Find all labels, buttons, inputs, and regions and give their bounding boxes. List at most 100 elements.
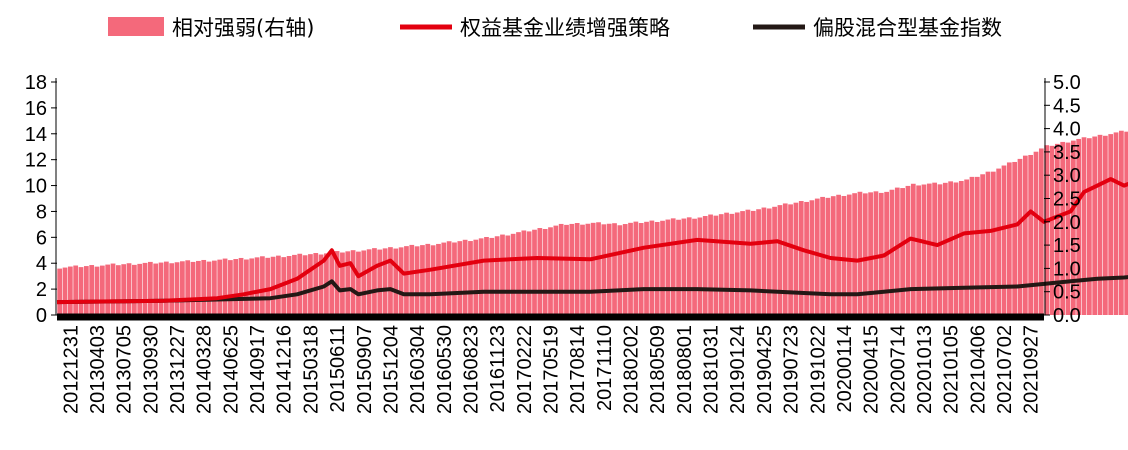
x-tick-label: 20190723: [781, 325, 803, 414]
y-left-tick-label: 0: [36, 305, 47, 327]
relative-strength-bar: [484, 236, 489, 315]
relative-strength-bar: [862, 193, 868, 315]
relative-strength-bar: [473, 239, 479, 315]
relative-strength-bar: [836, 194, 841, 315]
relative-strength-bar: [340, 252, 345, 315]
x-tick-label: 20200415: [861, 325, 883, 414]
relative-strength-bar: [910, 183, 916, 315]
relative-strength-bar: [468, 241, 473, 315]
legend: 相对强弱(右轴) 权益基金业绩增强策略 偏股混合型基金指数: [108, 16, 1002, 40]
y-right-tick-label: 3.5: [1053, 142, 1081, 164]
relative-strength-bar: [900, 188, 905, 315]
relative-strength-bar: [505, 235, 511, 315]
relative-strength-bar: [446, 241, 452, 315]
relative-strength-bar: [425, 243, 431, 315]
relative-strength-bar: [228, 260, 233, 315]
relative-strength-bar: [190, 261, 196, 315]
x-tick-label: 20161123: [487, 325, 509, 413]
relative-strength-bar: [1044, 145, 1050, 315]
relative-strength-bar: [878, 192, 884, 315]
y-right-tick-label: 2.5: [1053, 189, 1081, 211]
relative-strength-bar: [750, 210, 756, 315]
x-tick-label: 20141216: [274, 325, 296, 414]
relative-strength-bar: [265, 257, 271, 315]
relative-strength-bar: [409, 244, 415, 315]
x-tick-label: 20170519: [541, 325, 563, 414]
relative-strength-bar: [286, 256, 292, 315]
x-tick-label: 20171110: [594, 325, 616, 411]
relative-strength-bar: [628, 222, 633, 315]
relative-strength-bar: [985, 171, 991, 315]
relative-strength-bar: [718, 214, 724, 315]
relative-strength-bar: [377, 249, 383, 315]
relative-strength-bar: [585, 223, 591, 315]
relative-strength-bar: [830, 196, 836, 315]
relative-strength-bar: [953, 182, 959, 315]
relative-strength-bar: [1118, 130, 1124, 315]
relative-strength-bar: [1076, 138, 1082, 315]
relative-strength-bar: [1086, 138, 1092, 315]
relative-strength-bar: [740, 211, 745, 315]
relative-strength-bar: [516, 232, 521, 315]
relative-strength-bar: [430, 245, 436, 315]
relative-strength-bar: [148, 261, 153, 315]
relative-strength-bar: [478, 238, 484, 315]
relative-strength-bar: [942, 182, 948, 315]
relative-strength-bar: [788, 204, 793, 315]
relative-strength-bar: [1060, 141, 1066, 315]
relative-strength-bar: [729, 213, 735, 315]
strategy-line: [56, 177, 1128, 305]
relative-strength-bar: [414, 246, 420, 315]
relative-strength-bar: [99, 265, 105, 315]
relative-strength-bar: [185, 260, 191, 315]
relative-strength-bar: [62, 267, 68, 315]
relative-strength-bar: [67, 266, 73, 315]
x-tick-label: 20210406: [967, 325, 989, 414]
relative-strength-bar: [1070, 140, 1076, 315]
y-right-tick-label: 5.0: [1053, 72, 1081, 94]
relative-strength-bar: [782, 203, 788, 315]
relative-strength-bar: [612, 223, 617, 315]
relative-strength-bar: [793, 202, 799, 315]
relative-strength-bar: [1108, 134, 1114, 315]
y-right-tick-label: 2.0: [1053, 212, 1081, 234]
y-right-tick-label: 1.5: [1053, 235, 1081, 257]
relative-strength-bar: [713, 215, 719, 315]
x-tick-label: 20180509: [647, 325, 669, 414]
relative-strength-bar: [238, 257, 244, 315]
relative-strength-bar: [580, 224, 585, 315]
relative-strength-bar: [521, 230, 527, 315]
relative-strength-bar: [761, 207, 767, 315]
relative-strength-bar: [846, 194, 852, 315]
relative-strength-bar: [153, 263, 159, 315]
y-right-tick-label: 0.0: [1053, 305, 1081, 327]
relative-strength-bar: [686, 217, 692, 315]
relative-strength-bar: [756, 209, 761, 315]
relative-strength-bar: [318, 254, 324, 315]
relative-strength-bar: [110, 263, 116, 315]
relative-strength-bar: [441, 242, 447, 315]
x-tick-label: 20160304: [407, 325, 429, 414]
fund-index-line: [56, 275, 1128, 305]
y-left-tick-label: 8: [36, 201, 47, 223]
relative-strength-bar: [601, 224, 607, 315]
relative-strength-bar: [606, 223, 612, 315]
x-tick-label: 20160530: [434, 325, 456, 414]
relative-strength-bar: [297, 253, 303, 315]
x-tick-label: 20140625: [220, 325, 242, 414]
relative-strength-bar: [564, 224, 569, 315]
x-tick-label: 20200114: [834, 325, 856, 413]
relative-strength-bar: [969, 176, 975, 315]
relative-strength-bar: [1012, 161, 1018, 315]
relative-strength-bar: [1028, 154, 1034, 315]
legend-label-2: 偏股混合型基金指数: [813, 16, 1002, 40]
relative-strength-bar: [649, 220, 655, 315]
relative-strength-bar: [201, 259, 207, 315]
relative-strength-bar: [548, 227, 553, 315]
relative-strength-bar: [676, 219, 681, 315]
legend-label-1: 权益基金业绩增强策略: [460, 16, 670, 40]
relative-strength-bar: [868, 192, 873, 315]
y-right-tick-label: 4.5: [1053, 95, 1081, 117]
relative-strength-bar: [404, 246, 409, 315]
relative-strength-bar: [1001, 165, 1007, 315]
